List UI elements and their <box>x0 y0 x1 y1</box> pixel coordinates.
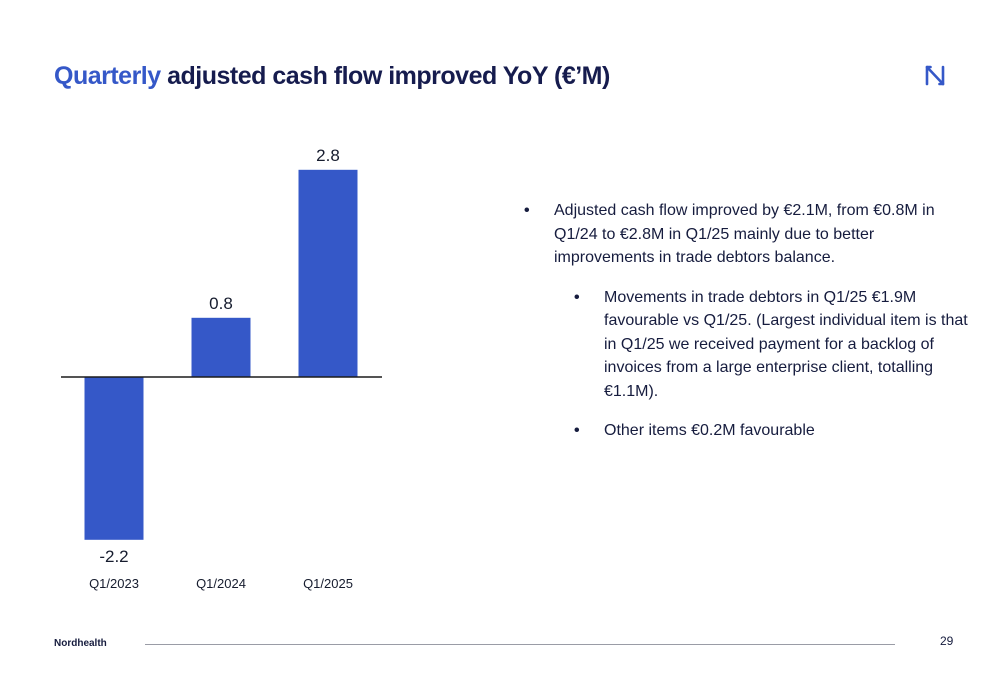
page-title: Quarterly adjusted cash flow improved Yo… <box>54 62 610 91</box>
footer-brand: Nordhealth <box>54 638 107 649</box>
data-label: 0.8 <box>209 294 233 313</box>
bullet-marker: • <box>574 422 580 439</box>
sub-bullet-text: Movements in trade debtors in Q1/25 €1.9… <box>604 288 968 400</box>
bullet-main-text: Adjusted cash flow improved by €2.1M, fr… <box>554 202 935 266</box>
commentary: • Adjusted cash flow improved by €2.1M, … <box>518 199 968 443</box>
footer-divider <box>145 644 895 645</box>
bullet-marker: • <box>574 288 580 306</box>
bar-q1-2024 <box>191 317 251 377</box>
sub-bullet: • Movements in trade debtors in Q1/25 €1… <box>518 286 968 404</box>
x-tick-label: Q1/2025 <box>303 576 353 591</box>
bar-q1-2023 <box>84 377 144 540</box>
title-accent: Quarterly <box>54 62 161 90</box>
data-label: 2.8 <box>316 146 340 165</box>
bullet-main: • Adjusted cash flow improved by €2.1M, … <box>518 199 968 270</box>
bullet-marker: • <box>524 202 530 219</box>
bar-q1-2025 <box>298 169 358 377</box>
x-tick-label: Q1/2023 <box>89 576 139 591</box>
bar-chart: -2.2 Q1/2023 0.8 Q1/2024 2.8 Q1/2025 <box>61 146 382 591</box>
data-label: -2.2 <box>99 547 128 566</box>
sub-bullet: • Other items €0.2M favourable <box>518 419 968 443</box>
x-tick-label: Q1/2024 <box>196 576 246 591</box>
page-number: 29 <box>940 634 954 648</box>
title-rest: adjusted cash flow improved YoY (€’M) <box>160 62 610 90</box>
nordhealth-logo-icon <box>925 65 945 86</box>
sub-bullet-text: Other items €0.2M favourable <box>604 422 815 439</box>
